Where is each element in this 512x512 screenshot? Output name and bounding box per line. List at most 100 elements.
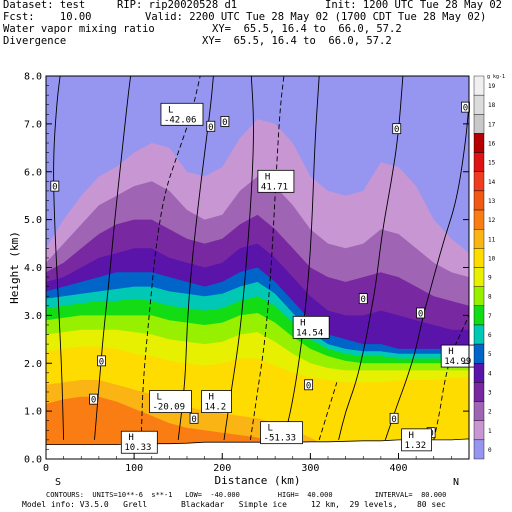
x-axis-label: Distance (km) — [214, 474, 300, 487]
zero-label-box-5 — [358, 293, 368, 305]
extremum-box-5 — [201, 390, 232, 413]
extremum-value-3: 14.99 — [444, 357, 471, 367]
colorbar-swatch — [473, 343, 485, 364]
extremum-value-1: 41.71 — [261, 182, 288, 192]
extremum-value-8: 1.32 — [405, 441, 427, 451]
init-label: Init: 1200 UTC Tue 28 May 02 — [325, 0, 503, 11]
extremum-kind-3: H — [448, 347, 453, 357]
zero-label-10: 0 — [306, 381, 311, 391]
valid-label: Valid: 2200 UTC Tue 28 May 02 (1700 CDT … — [145, 11, 487, 23]
x-tick-label: 400 — [389, 463, 407, 474]
fcst-label: Fcst: 10.00 — [3, 11, 92, 23]
zero-label-box-10 — [304, 379, 314, 391]
extremum-box-8 — [401, 428, 432, 452]
colorbar-swatch — [473, 401, 485, 421]
y-tick-label: 3.0 — [24, 311, 42, 322]
extremum-box-6 — [260, 421, 303, 445]
south-label: S — [55, 477, 61, 488]
extremum-value-7: 10.33 — [124, 443, 151, 453]
colorbar-swatch — [473, 75, 485, 96]
y-tick-label: 6.0 — [24, 167, 42, 178]
zero-label-2: 0 — [222, 118, 227, 128]
zero-label-6: 0 — [418, 309, 423, 319]
footer-contours: CONTOURS: UNITS=10**-6 s**-1 LOW= -40.00… — [46, 491, 447, 499]
zero-label-0: 0 — [52, 183, 57, 193]
colorbar-swatch — [473, 267, 485, 287]
extremum-value-6: -51.33 — [264, 434, 297, 444]
divergence-contour-10 — [433, 315, 469, 440]
colorbar-label: 6 — [488, 332, 492, 339]
y-tick-label: 2.0 — [24, 359, 42, 370]
zero-label-5: 0 — [361, 295, 366, 305]
contour-label-layer: 0000000000000L-42.06H41.71H14.54H14.99L-… — [50, 101, 478, 454]
divergence-contour-1 — [53, 76, 65, 440]
colorbar-label: 10 — [488, 255, 496, 262]
divergence-contour-7 — [318, 382, 338, 441]
colorbar-swatch — [473, 171, 485, 192]
extremum-value-0: -42.06 — [164, 115, 197, 125]
field1-xy: XY= 65.5, 16.4 to 66.0, 57.2 — [212, 23, 402, 35]
colorbar-label: 12 — [488, 217, 496, 224]
zero-label-box-1 — [206, 120, 216, 132]
colorbar-swatch — [473, 133, 485, 153]
extremum-kind-5: H — [209, 393, 214, 403]
zero-label-box-7 — [97, 355, 106, 367]
extremum-value-2: 14.54 — [296, 328, 323, 338]
zero-label-box-2 — [220, 116, 230, 127]
dataset-label: Dataset: test — [3, 0, 86, 11]
colorbar-label: 7 — [488, 313, 492, 320]
zero-label-box-0 — [50, 180, 60, 192]
axes-layer: 0.0 1.0 2.0 3.0 4.0 5.0 6.0 7.0 8.0 0 100 200 300 400… — [8, 72, 470, 488]
colorbar-label: 8 — [488, 294, 492, 301]
divergence-contour-4 — [223, 76, 254, 440]
zero-label-1: 0 — [208, 123, 213, 133]
zero-label-box-3 — [392, 123, 402, 135]
colorbar-label: 16 — [488, 141, 496, 148]
divergence-contour-0 — [94, 76, 132, 440]
zero-label-box-8 — [89, 393, 98, 405]
colorbar-swatch — [473, 286, 485, 306]
zero-label-7: 0 — [99, 357, 104, 367]
zero-label-8: 0 — [91, 396, 96, 406]
colorbar-swatch — [473, 209, 485, 230]
colorbar-label: 19 — [488, 83, 496, 90]
moisture-fill-layer — [46, 76, 469, 459]
field1-label: Water vapor mixing ratio — [3, 23, 155, 35]
colorbar-label: 18 — [488, 102, 496, 109]
divergence-contour-8 — [338, 76, 404, 441]
x-tick-label: 300 — [301, 463, 319, 474]
colorbar-swatch — [473, 190, 485, 211]
divergence-contour-2 — [140, 76, 201, 440]
colorbar-label: 9 — [488, 275, 492, 282]
y-tick-label: 0.0 — [24, 455, 42, 466]
zero-label-box-9 — [189, 412, 199, 424]
zero-label-4: 0 — [463, 104, 468, 114]
extremum-box-0 — [160, 102, 204, 126]
extremum-kind-8: H — [409, 431, 414, 441]
extremum-box-7 — [120, 430, 158, 454]
footer-model-info: Model info: V3.5.0 Grell Blackadar Simpl… — [22, 500, 446, 509]
zero-label-box-6 — [416, 307, 425, 319]
extremum-kind-1: H — [265, 172, 270, 182]
field2-label: Divergence — [3, 35, 67, 47]
extremum-kind-6: L — [268, 424, 273, 434]
y-tick-label: 8.0 — [24, 72, 42, 83]
colorbar-label: 1 — [488, 428, 492, 435]
y-tick-label: 1.0 — [24, 407, 42, 418]
colorbar-swatch — [473, 94, 485, 115]
colorbar-label: 13 — [488, 198, 496, 205]
extremum-value-5: 14.2 — [205, 403, 227, 413]
extremum-kind-4: L — [157, 393, 162, 403]
colorbar-swatch — [473, 114, 485, 134]
colorbar-label: 15 — [488, 160, 496, 167]
colorbar-swatch — [473, 420, 485, 441]
colorbar-label: 3 — [488, 389, 492, 396]
zero-label-11: 0 — [391, 415, 396, 425]
colorbar-label: 0 — [488, 447, 492, 454]
zero-label-3: 0 — [394, 125, 399, 135]
zero-label-box-11 — [389, 412, 399, 424]
x-tick-label: 100 — [125, 463, 143, 474]
colorbar-swatch — [473, 439, 485, 460]
